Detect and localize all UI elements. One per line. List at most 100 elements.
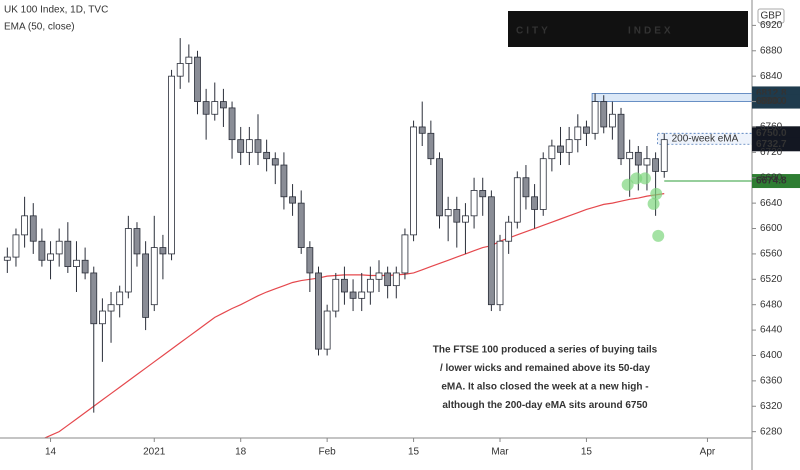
candle-body [505,221,513,242]
y-tick-label: 6680 [760,172,783,183]
y-tick-label: 6800 [760,96,783,107]
candle-body [513,177,521,223]
annotation-line: eMA. It also closed the week at a new hi… [441,382,648,393]
candle-body [220,101,227,109]
price-label: 6732.7 [756,139,787,150]
candle-body [211,101,219,115]
candle-body [583,126,590,134]
candle-body [358,291,366,299]
candle-body [462,215,469,223]
x-tick-label: 14 [45,447,57,458]
candle-body [81,259,89,274]
candle-body [565,139,573,153]
x-tick-label: Feb [319,447,337,458]
candle-body [194,56,201,102]
candle-body [280,164,288,198]
candle-body [626,151,634,160]
candle-body [323,310,331,350]
candle-body [237,139,245,153]
y-tick-label: 6320 [760,401,783,412]
candle-body [29,215,37,242]
x-tick-label: 18 [235,447,247,458]
candle-body [634,151,642,166]
resistance-zone [591,93,752,102]
candle-body [99,310,106,325]
candle-body [470,190,478,217]
candle-body [245,139,253,153]
highlight-circle [621,178,634,191]
y-tick-label: 6280 [760,426,783,437]
y-tick-label: 6480 [760,299,783,310]
candle-body [133,228,141,255]
candle-body [496,240,504,306]
candle-body [444,209,452,217]
y-tick-label: 6400 [760,350,783,361]
level-note: 200-week eMA [672,133,739,144]
candle-body [384,272,392,287]
candle-body [600,101,608,128]
chart-title: UK 100 Index, 1D, TVC [4,5,108,16]
y-tick-label: 6880 [760,45,783,56]
candle-body [539,158,547,210]
y-tick-label: 6640 [760,198,783,209]
price-label: 6812.8 [756,88,787,99]
candle-body [159,247,167,255]
candle-body [271,158,279,166]
ema-zone [657,132,752,145]
price-label: 6750.0 [756,128,787,139]
candle-body [185,56,193,64]
candle-body [643,158,651,166]
candle-body [349,291,357,299]
y-tick-label: 6560 [760,249,783,260]
candle-body [479,190,487,198]
candle-body [315,272,322,350]
candle-body [341,278,348,293]
candle-body [38,240,46,261]
candle-body [116,291,124,306]
candle-body [47,253,54,261]
candle-body [375,272,383,280]
logo-index: INDEX [628,26,674,37]
candle-body [617,113,625,160]
candle-body [660,139,668,172]
candle-body [297,202,305,248]
y-tick-label: 6440 [760,325,783,336]
y-tick-label: 6760 [760,122,783,133]
x-tick-label: 15 [408,447,420,458]
candle-body [263,151,271,160]
highlight-circle [652,229,665,242]
candle-body [487,196,495,306]
candle-body [410,126,417,236]
y-tick-label: 6840 [760,71,783,82]
candle-body [21,215,29,236]
annotation-line: / lower wicks and remained above its 50-… [440,363,651,374]
candle-body [548,145,556,160]
highlight-circle [650,187,663,200]
highlight-circle [647,197,660,210]
candle-body [228,107,236,141]
candle-body [608,113,616,128]
logo-box [508,11,748,47]
currency-label: GBP [760,11,781,22]
logo-city: CITY [516,26,551,37]
candle-body [254,139,262,153]
candle-body [531,196,538,210]
price-label: 6800.0 [756,96,787,107]
x-tick-label: Apr [700,447,716,458]
candle-body [150,247,158,306]
candle-body [289,196,296,204]
price-label-box [752,94,800,109]
candle-body [436,158,443,217]
x-tick-label: 2021 [143,447,166,458]
x-tick-label: Mar [491,447,509,458]
candle-body [124,228,132,293]
candle-body [306,247,314,274]
candle-body [557,145,564,153]
candle-body [12,234,20,258]
price-label-box [752,126,800,141]
candle-body [64,240,72,268]
plot-area: 200-week eMA [3,38,752,438]
candle-body [202,101,210,115]
